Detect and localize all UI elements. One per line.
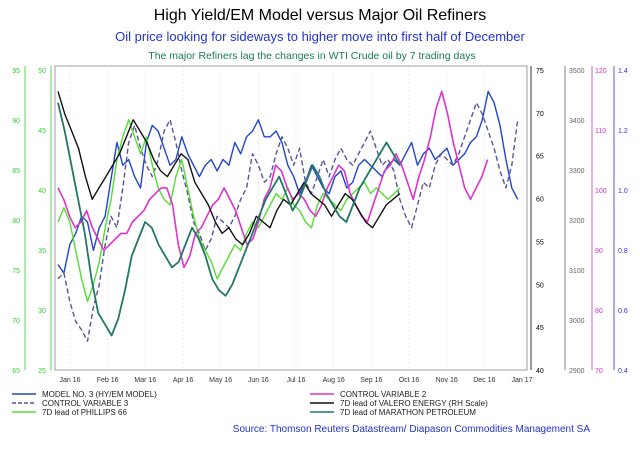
x-tick-label: Jan 17: [511, 377, 532, 384]
y-tick-label-y_blue: 0.4: [618, 368, 628, 375]
legend-label: MODEL NO. 3 (HY/EM MODEL): [42, 390, 157, 399]
y-tick-label-y_blue: 0.8: [618, 248, 628, 255]
y-tick-label-y_black: 65: [536, 154, 544, 161]
x-tick-label: Aug 16: [323, 377, 345, 384]
y-tick-label-y_black: 60: [536, 197, 544, 204]
y-tick-label-y_gray: 3400: [569, 118, 585, 125]
y-tick-label-y_gray: 3000: [569, 318, 585, 325]
y-tick-label-y_magenta: 100: [595, 188, 607, 195]
y-tick-label-y_black: 75: [536, 68, 544, 75]
y-tick-label-y_magenta: 80: [595, 308, 603, 315]
y-tick-label-y_black: 40: [536, 368, 544, 375]
x-tick-label: Apr 16: [173, 377, 194, 384]
legend-label: 7D lead of PHILLIPS 66: [42, 408, 127, 417]
y-tick-label-y_green2: 50: [38, 68, 46, 75]
x-tick-label: May 16: [209, 377, 232, 384]
y-tick-label-y_green: 70: [12, 318, 20, 325]
y-tick-label-y_green2: 25: [38, 368, 46, 375]
y-tick-label-y_blue: 0.6: [618, 308, 628, 315]
y-tick-label-y_green: 80: [12, 218, 20, 225]
y-tick-label-y_magenta: 110: [595, 128, 606, 135]
y-tick-label-y_black: 50: [536, 282, 544, 289]
y-tick-label-y_gray: 3200: [569, 218, 585, 225]
y-tick-label-y_gray: 3500: [569, 68, 585, 75]
y-tick-label-y_green2: 35: [38, 248, 46, 255]
legend-label: 7D lead of VALERO ENERGY (RH Scale): [340, 399, 488, 408]
x-tick-label: Nov 16: [436, 377, 458, 384]
y-tick-label-y_magenta: 70: [595, 368, 603, 375]
y-tick-label-y_green2: 30: [38, 308, 46, 315]
y-tick-label-y_gray: 3100: [569, 268, 585, 275]
x-tick-label: Oct 16: [399, 377, 420, 384]
y-tick-label-y_green: 85: [12, 168, 20, 175]
chart-title: High Yield/EM Model versus Major Oil Ref…: [154, 7, 487, 24]
y-tick-label-y_green: 95: [12, 68, 20, 75]
x-tick-label: Mar 16: [134, 377, 156, 384]
y-tick-label-y_black: 45: [536, 325, 544, 332]
y-tick-label-y_green: 75: [12, 268, 20, 275]
y-tick-label-y_black: 70: [536, 111, 544, 118]
y-tick-label-y_blue: 1.0: [618, 188, 628, 195]
chart: High Yield/EM Model versus Major Oil Ref…: [0, 0, 640, 449]
y-tick-label-y_green2: 45: [38, 128, 46, 135]
x-tick-label: Jan 16: [59, 377, 80, 384]
source-note: Source: Thomson Reuters Datastream/ Diap…: [233, 424, 591, 435]
y-tick-label-y_magenta: 90: [595, 248, 603, 255]
legend-label: 7D lead of MARATHON PETROLEUM: [340, 408, 476, 417]
x-tick-label: Dec 16: [473, 377, 495, 384]
y-tick-label-y_blue: 1.4: [618, 68, 628, 75]
y-tick-label-y_black: 55: [536, 239, 544, 246]
chart-subtitle-2: The major Refiners lag the changes in WT…: [148, 50, 475, 62]
x-tick-label: Sep 16: [360, 377, 382, 384]
x-tick-label: Feb 16: [97, 377, 119, 384]
legend-label: CONTROL VARIABLE 2: [340, 390, 427, 399]
y-tick-label-y_gray: 3300: [569, 168, 585, 175]
y-tick-label-y_gray: 2900: [569, 368, 585, 375]
y-tick-label-y_magenta: 120: [595, 68, 607, 75]
y-tick-label-y_green: 65: [12, 368, 20, 375]
legend-label: CONTROL VARIABLE 3: [42, 399, 129, 408]
x-tick-label: Jul 16: [287, 377, 306, 384]
x-tick-label: Jun 16: [248, 377, 269, 384]
y-tick-label-y_blue: 1.2: [618, 128, 628, 135]
y-tick-label-y_green: 90: [12, 118, 20, 125]
y-tick-label-y_green2: 40: [38, 188, 46, 195]
chart-subtitle: Oil price looking for sideways to higher…: [115, 29, 525, 44]
